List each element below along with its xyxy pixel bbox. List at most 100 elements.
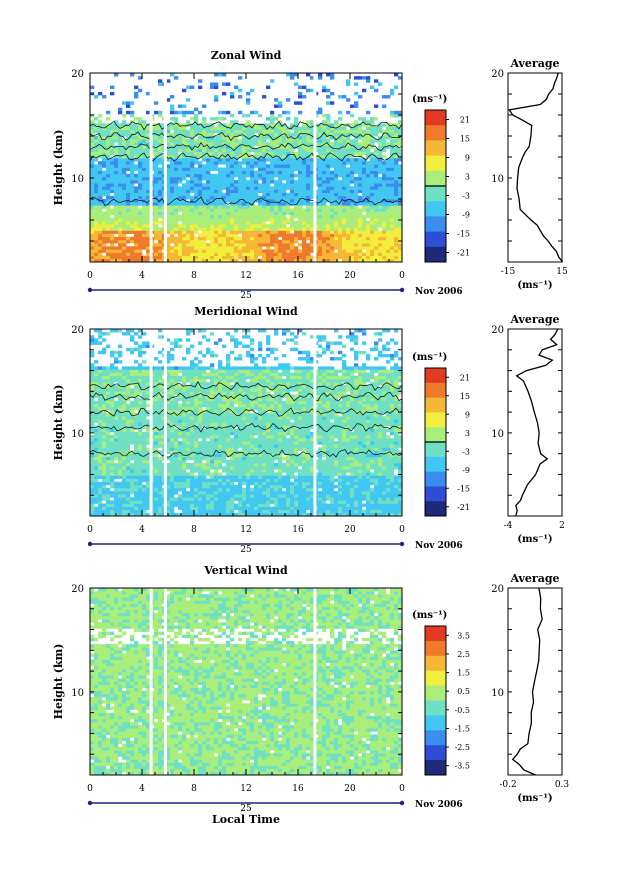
- heatmap-cell: [118, 487, 123, 492]
- heatmap-cell: [122, 189, 127, 193]
- heatmap-cell: [370, 145, 375, 149]
- heatmap-cell: [310, 176, 315, 181]
- heatmap-cell: [138, 497, 143, 501]
- colorbar-segment: [425, 110, 446, 115]
- heatmap-cell: [306, 148, 311, 153]
- heatmap-cell: [234, 494, 239, 498]
- heatmap-cell: [318, 205, 323, 209]
- heatmap-cell: [398, 180, 403, 184]
- heatmap-cell: [126, 246, 131, 250]
- heatmap-cell: [262, 126, 267, 130]
- heatmap-cell: [326, 512, 331, 517]
- heatmap-cell: [90, 503, 95, 507]
- heatmap-cell: [302, 463, 307, 467]
- heatmap-cell: [130, 139, 135, 143]
- heatmap-cell: [394, 230, 399, 234]
- heatmap-cell: [390, 466, 395, 470]
- heatmap-cell: [342, 475, 347, 479]
- heatmap-cell: [274, 189, 279, 193]
- heatmap-cell: [146, 180, 151, 184]
- heatmap-cell: [258, 472, 263, 476]
- heatmap-cell: [350, 239, 355, 244]
- heatmap-cell: [142, 186, 147, 190]
- heatmap-cell: [346, 136, 351, 140]
- heatmap-cell: [242, 183, 247, 187]
- heatmap-cell: [270, 252, 275, 256]
- heatmap-cell: [346, 98, 351, 102]
- heatmap-cell: [110, 491, 115, 495]
- heatmap-cell: [398, 466, 403, 470]
- heatmap-cell: [226, 469, 231, 473]
- heatmap-cell: [166, 487, 171, 492]
- heatmap-cell: [110, 252, 115, 256]
- heatmap-cell: [350, 148, 355, 153]
- heatmap-cell: [382, 500, 387, 504]
- heatmap-cell: [146, 205, 151, 209]
- heatmap-cell: [250, 202, 255, 206]
- heatmap-cell: [194, 249, 199, 253]
- heatmap-cell: [386, 186, 391, 190]
- heatmap-cell: [306, 126, 311, 130]
- heatmap-cell: [290, 463, 295, 467]
- heatmap-cell: [294, 211, 299, 216]
- heatmap-cell: [238, 173, 243, 178]
- heatmap-cell: [154, 497, 159, 501]
- heatmap-cell: [318, 217, 323, 222]
- heatmap-cell: [394, 123, 399, 127]
- heatmap-cell: [330, 217, 335, 222]
- heatmap-cell: [394, 110, 399, 115]
- heatmap-cell: [334, 176, 339, 181]
- heatmap-cell: [194, 252, 199, 256]
- heatmap-cell: [350, 466, 355, 470]
- heatmap-cell: [346, 466, 351, 470]
- heatmap-cell: [262, 249, 267, 253]
- heatmap-cell: [222, 123, 227, 127]
- heatmap-cell: [322, 173, 327, 178]
- heatmap-cell: [390, 233, 395, 238]
- heatmap-cell: [230, 183, 235, 187]
- heatmap-cell: [130, 183, 135, 187]
- heatmap-cell: [122, 224, 127, 228]
- contour-line: [89, 131, 403, 141]
- heatmap-cell: [142, 255, 147, 260]
- heatmap-cell: [154, 154, 159, 159]
- heatmap-cell: [262, 255, 267, 260]
- heatmap-cell: [370, 497, 375, 501]
- heatmap-cell: [378, 164, 383, 168]
- heatmap-cell: [226, 173, 231, 178]
- heatmap-cell: [330, 76, 335, 80]
- heatmap-cell: [214, 183, 219, 187]
- heatmap-cell: [382, 192, 387, 197]
- heatmap-cell: [310, 217, 315, 222]
- heatmap-cell: [102, 151, 107, 156]
- heatmap-cell: [394, 113, 399, 118]
- heatmap-cell: [174, 199, 179, 203]
- heatmap-cell: [210, 503, 215, 507]
- heatmap-cell: [306, 484, 311, 489]
- heatmap-cell: [146, 252, 151, 256]
- heatmap-cell: [366, 500, 371, 504]
- heatmap-cell: [370, 176, 375, 181]
- y-tick-label: 20: [71, 69, 84, 80]
- heatmap-cell: [230, 221, 235, 225]
- heatmap-cell: [290, 236, 295, 241]
- heatmap-cell: [342, 239, 347, 244]
- heatmap-cell: [134, 459, 139, 464]
- heatmap-cell: [362, 221, 367, 225]
- heatmap-cell: [234, 258, 239, 263]
- heatmap-cell: [274, 142, 279, 146]
- heatmap-cell: [374, 117, 379, 121]
- heatmap-cell: [138, 180, 143, 184]
- heatmap-cell: [362, 195, 367, 200]
- heatmap-cell: [222, 239, 227, 244]
- heatmap-cell: [262, 202, 267, 206]
- heatmap-cell: [286, 142, 291, 146]
- heatmap-cell: [270, 463, 275, 467]
- heatmap-cell: [338, 239, 343, 244]
- heatmap-cell: [310, 497, 315, 501]
- heatmap-cell: [382, 494, 387, 498]
- heatmap-cell: [350, 233, 355, 238]
- heatmap-cell: [154, 189, 159, 193]
- heatmap-cell: [302, 217, 307, 222]
- heatmap-cell: [294, 246, 299, 250]
